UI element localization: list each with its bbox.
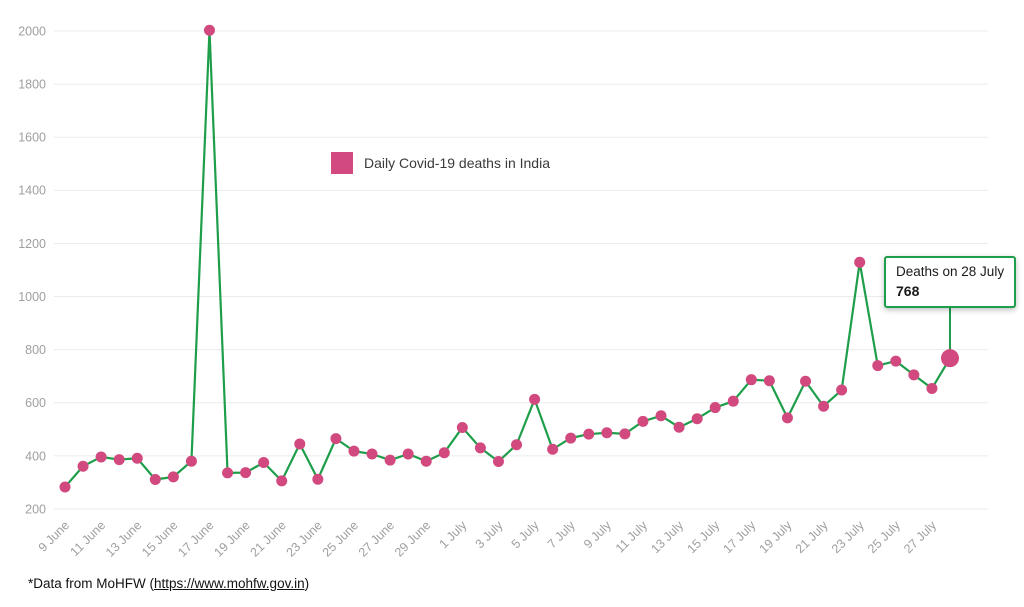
y-tick-label: 1000 (18, 290, 46, 304)
data-source-note: *Data from MoHFW (https://www.mohfw.gov.… (28, 576, 309, 591)
x-tick-label: 25 July (865, 518, 903, 556)
annotation-callout: Deaths on 28 July 768 (884, 256, 1017, 309)
data-point-marker[interactable] (908, 369, 920, 381)
data-point-marker[interactable] (926, 382, 938, 394)
data-point-marker[interactable] (691, 413, 703, 425)
data-point-marker[interactable] (727, 395, 739, 407)
y-tick-label: 600 (25, 396, 46, 410)
data-point-marker[interactable] (330, 433, 342, 445)
data-point-marker[interactable] (456, 421, 468, 433)
highlighted-data-point[interactable] (941, 349, 959, 368)
data-point-marker[interactable] (745, 374, 757, 386)
data-point-marker[interactable] (529, 393, 541, 405)
x-tick-label: 15 July (684, 518, 722, 556)
x-tick-label: 29 June (392, 518, 433, 559)
x-tick-label: 27 July (901, 518, 939, 556)
data-point-marker[interactable] (149, 474, 161, 486)
x-tick-label: 19 June (211, 518, 252, 559)
data-point-marker[interactable] (890, 355, 902, 367)
data-point-marker[interactable] (240, 467, 252, 479)
annotation-title: Deaths on 28 July (896, 264, 1005, 279)
x-tick-label: 7 July (545, 518, 579, 552)
data-point-marker[interactable] (709, 402, 721, 414)
data-point-marker[interactable] (565, 432, 577, 444)
x-tick-label: 21 June (248, 518, 289, 559)
legend-label: Daily Covid-19 deaths in India (364, 155, 550, 171)
x-tick-label: 17 July (721, 518, 759, 556)
data-point-marker[interactable] (601, 427, 613, 439)
data-point-marker[interactable] (59, 481, 71, 493)
data-point-marker[interactable] (673, 421, 685, 433)
data-point-marker[interactable] (872, 360, 884, 372)
data-point-marker[interactable] (131, 452, 143, 464)
data-point-marker[interactable] (258, 457, 270, 469)
data-point-marker[interactable] (222, 467, 234, 479)
source-link[interactable]: https://www.mohfw.gov.in (154, 576, 305, 591)
y-tick-label: 200 (25, 502, 46, 516)
x-tick-label: 15 June (139, 518, 180, 559)
chart-legend: Daily Covid-19 deaths in India (331, 152, 550, 174)
source-note-prefix: *Data from MoHFW ( (28, 576, 155, 591)
x-tick-label: 23 June (284, 518, 325, 559)
data-point-marker[interactable] (492, 455, 504, 467)
data-point-marker[interactable] (402, 448, 414, 460)
data-point-marker[interactable] (366, 448, 378, 460)
data-point-marker[interactable] (294, 438, 306, 450)
data-point-marker[interactable] (836, 384, 848, 396)
x-tick-label: 9 July (581, 518, 615, 552)
data-point-marker[interactable] (113, 454, 125, 466)
x-tick-label: 19 July (757, 518, 795, 556)
deaths-line (63, 29, 952, 489)
data-point-marker[interactable] (583, 428, 595, 440)
x-tick-label: 11 June (68, 518, 109, 559)
y-tick-label: 400 (25, 449, 46, 463)
x-tick-label: 23 July (829, 518, 867, 556)
data-point-marker[interactable] (800, 375, 812, 387)
data-point-marker[interactable] (474, 442, 486, 454)
x-tick-label: 25 June (320, 518, 361, 559)
x-tick-label: 13 July (648, 518, 686, 556)
data-point-marker[interactable] (95, 451, 107, 463)
x-tick-label: 5 July (509, 518, 543, 552)
data-point-marker[interactable] (781, 412, 793, 424)
annotation-value: 768 (896, 282, 920, 299)
y-tick-label: 2000 (18, 24, 46, 38)
data-point-marker[interactable] (77, 460, 89, 472)
data-point-marker[interactable] (763, 375, 775, 387)
data-point-marker[interactable] (637, 415, 649, 427)
y-tick-label: 1200 (18, 237, 46, 251)
x-tick-label: 21 July (793, 518, 831, 556)
y-tick-label: 800 (25, 343, 46, 357)
data-point-marker[interactable] (167, 471, 179, 483)
data-point-marker[interactable] (348, 445, 360, 457)
data-point-marker[interactable] (818, 400, 830, 412)
data-point-marker[interactable] (185, 455, 197, 467)
data-point-marker[interactable] (203, 24, 215, 36)
data-point-marker[interactable] (438, 447, 450, 459)
data-point-marker[interactable] (854, 256, 866, 268)
y-tick-label: 1600 (18, 131, 46, 145)
data-point-marker[interactable] (276, 475, 288, 487)
data-point-marker[interactable] (655, 410, 667, 422)
y-tick-label: 1800 (18, 77, 46, 91)
x-tick-label: 27 June (356, 518, 397, 559)
data-point-marker[interactable] (312, 473, 324, 485)
y-tick-label: 1400 (18, 184, 46, 198)
data-point-marker[interactable] (511, 439, 523, 451)
x-tick-label: 17 June (175, 518, 216, 559)
x-tick-label: 13 June (103, 518, 144, 559)
x-tick-label: 11 July (613, 518, 651, 556)
source-note-suffix: ) (304, 576, 310, 591)
x-tick-label: 3 July (473, 518, 507, 552)
data-point-marker[interactable] (420, 455, 432, 467)
x-tick-label: 1 July (436, 518, 470, 552)
data-point-marker[interactable] (619, 428, 631, 440)
data-point-marker[interactable] (384, 454, 396, 466)
legend-swatch-icon (331, 152, 353, 174)
data-point-marker[interactable] (547, 443, 559, 455)
